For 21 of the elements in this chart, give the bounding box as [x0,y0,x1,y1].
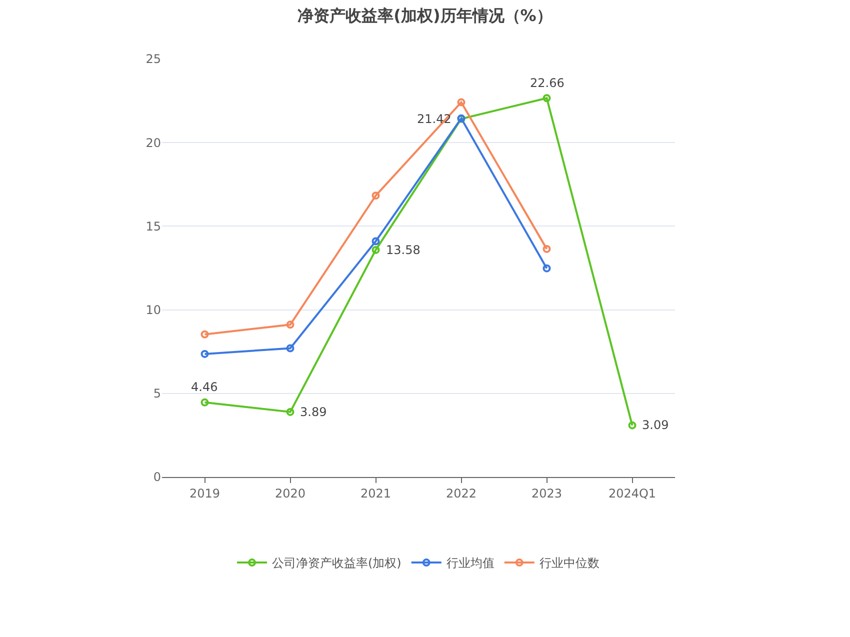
legend-label: 公司净资产收益率(加权) [272,556,402,570]
data-label: 3.89 [300,405,327,419]
y-tick-label: 20 [146,136,161,150]
x-tick-label: 2021 [360,486,392,500]
chart-title: 净资产收益率(加权)历年情况（%） [298,6,552,25]
y-tick-label: 5 [153,386,161,401]
legend-label: 行业均值 [446,556,494,570]
x-tick-label: 2020 [274,486,306,500]
legend-label: 行业中位数 [539,556,600,570]
y-tick-label: 0 [153,470,161,484]
data-label: 22.66 [530,76,564,90]
data-label: 4.46 [191,380,218,394]
x-tick-label: 2023 [531,486,562,500]
y-tick-label: 10 [146,303,161,317]
y-tick-label: 15 [146,219,161,234]
data-label: 13.58 [386,243,420,257]
y-tick-label: 25 [146,52,161,66]
x-tick-label: 2022 [446,486,477,500]
x-tick-label: 2019 [189,486,220,500]
x-tick-label: 2024Q1 [608,486,656,500]
data-label: 3.09 [642,418,669,432]
